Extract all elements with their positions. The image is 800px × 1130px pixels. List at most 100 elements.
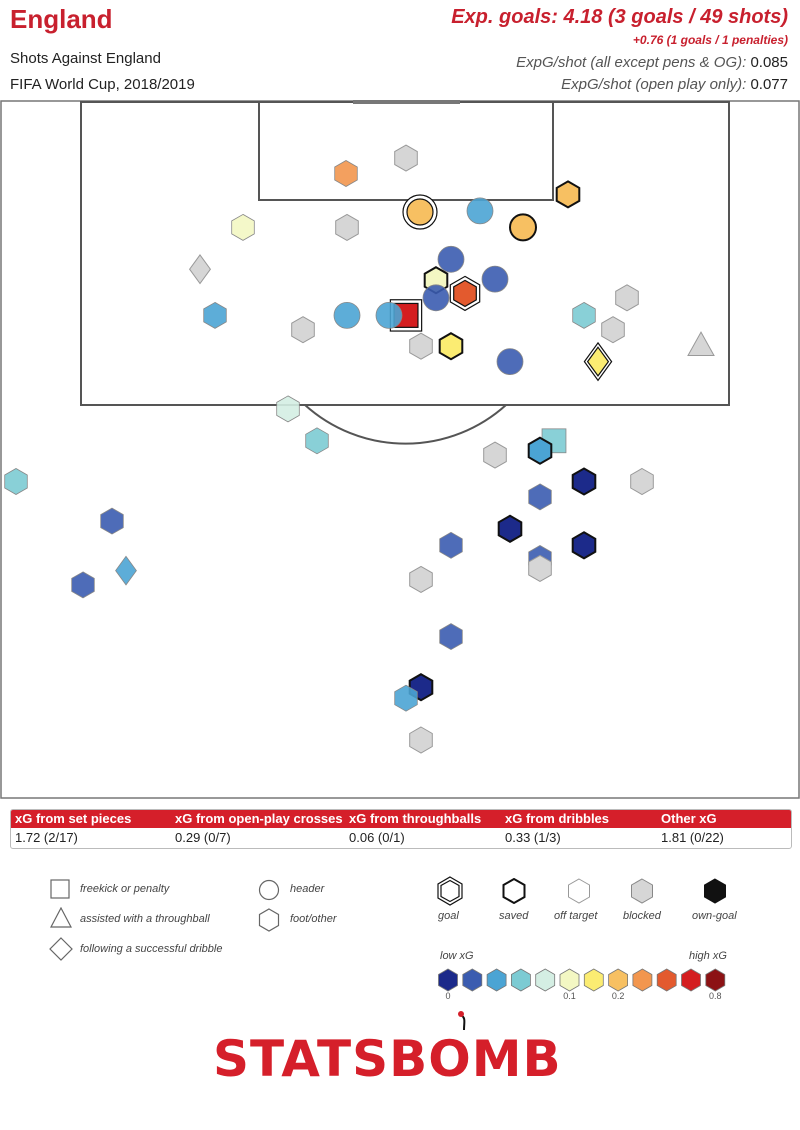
colorscale-swatch: [486, 968, 507, 992]
shot-marker: [630, 467, 654, 496]
legend-goal: goal: [438, 910, 459, 922]
header-set-pieces: xG from set pieces: [15, 811, 132, 826]
header-other: Other xG: [661, 811, 717, 826]
value-other: 1.81 (0/22): [661, 830, 724, 845]
high-xg-label: high xG: [689, 950, 727, 962]
shots-layer: [4, 144, 715, 754]
colorscale-swatch: [559, 968, 580, 992]
chart-subtitle: Shots Against England: [10, 50, 161, 67]
saved-hexagon-icon: [502, 878, 526, 904]
low-xg-label: low xG: [440, 950, 474, 962]
shot-marker: [115, 555, 137, 586]
brand-text: STATSBOMB: [213, 1030, 562, 1088]
goal-hexagon-icon: [437, 876, 463, 906]
shot-marker: [375, 301, 403, 329]
shot-marker: [509, 213, 537, 242]
shot-marker: [402, 194, 438, 230]
shot-marker: [449, 275, 481, 312]
shot-marker: [422, 284, 450, 312]
shot-marker: [438, 332, 464, 361]
shot-marker: [615, 284, 639, 312]
colorscale-swatch: [681, 968, 701, 992]
shot-marker: [71, 571, 95, 599]
shot-marker: [409, 332, 433, 360]
colorscale-tick: 0.2: [612, 991, 625, 1000]
shot-marker: [333, 301, 361, 329]
header-throughballs: xG from throughballs: [349, 811, 482, 826]
shot-marker: [437, 245, 465, 273]
colorscale-tick: 0.1: [563, 991, 576, 1000]
xg-penalties: +0.76 (1 goals / 1 penalties): [632, 33, 788, 47]
shot-marker: [4, 468, 28, 495]
xg-colorscale: 0 0.1 0.2 0.8: [438, 968, 726, 1000]
shot-marker: [527, 436, 553, 465]
xg-per-shot-all: ExpG/shot (all except pens & OG): 0.085: [516, 54, 788, 71]
hexagon-icon: [258, 908, 280, 932]
shot-marker: [305, 427, 329, 455]
shot-marker: [528, 554, 552, 582]
colorscale-swatch: [608, 968, 629, 992]
xg-per-shot-open-value: 0.077: [750, 76, 788, 93]
colorscale-swatch: [705, 968, 726, 992]
xg-per-shot-all-label: ExpG/shot (all except pens & OG):: [516, 54, 747, 71]
value-crosses: 0.29 (0/7): [175, 830, 231, 845]
shot-marker: [497, 514, 523, 543]
colorscale-swatch: [535, 968, 556, 992]
value-throughballs: 0.06 (0/1): [349, 830, 405, 845]
shot-marker: [483, 441, 507, 469]
xg-per-shot-all-value: 0.085: [750, 54, 788, 71]
shot-marker: [466, 197, 494, 225]
colorscale-swatch: [438, 968, 458, 992]
xg-table-row: 1.72 (2/17) 0.29 (0/7) 0.06 (0/1) 0.33 (…: [11, 828, 791, 848]
colorscale-swatch: [632, 968, 653, 992]
shot-marker: [571, 467, 597, 496]
shot-marker: [409, 726, 433, 754]
competition-label: FIFA World Cup, 2018/2019: [10, 76, 195, 93]
legend-dribble: following a successful dribble: [80, 943, 223, 955]
shot-marker: [203, 301, 227, 329]
shot-marker: [496, 348, 524, 376]
circle-icon: [258, 879, 280, 901]
header-crosses: xG from open-play crosses: [175, 811, 343, 826]
shot-map: [0, 100, 800, 799]
value-set-pieces: 1.72 (2/17): [15, 830, 78, 845]
value-dribbles: 0.33 (1/3): [505, 830, 561, 845]
xg-breakdown-table: xG from set pieces xG from open-play cro…: [10, 809, 792, 849]
shot-marker: [601, 316, 625, 344]
shot-marker: [555, 180, 581, 209]
xg-table-header: xG from set pieces xG from open-play cro…: [11, 810, 791, 828]
shot-marker: [188, 254, 212, 285]
legend-saved: saved: [499, 910, 529, 922]
triangle-icon: [50, 907, 72, 928]
legend-blocked: blocked: [623, 910, 661, 922]
penalty-arc: [304, 404, 507, 445]
shot-marker: [291, 316, 315, 344]
shot-marker: [528, 483, 552, 511]
legend-foot: foot/other: [290, 913, 337, 925]
shot-marker: [231, 213, 255, 241]
xg-total: Exp. goals: 4.18 (3 goals / 49 shots): [451, 6, 788, 28]
shot-marker: [409, 565, 433, 593]
colorscale-tick: 0.8: [709, 991, 722, 1000]
pitch-outline: [0, 100, 800, 799]
header-dribbles: xG from dribbles: [505, 811, 610, 826]
legend-throughball: assisted with a throughball: [80, 913, 210, 925]
shot-marker: [100, 507, 124, 535]
colorscale-swatch: [656, 968, 677, 992]
legend-own-goal: own-goal: [692, 910, 737, 922]
shot-marker: [335, 213, 359, 241]
square-icon: [50, 879, 70, 899]
shot-marker: [334, 160, 358, 187]
legend-header: header: [290, 883, 325, 895]
shot-marker: [583, 341, 613, 382]
shot-marker: [481, 265, 509, 293]
colorscale-swatch: [462, 968, 483, 992]
xg-per-shot-open: ExpG/shot (open play only): 0.077: [561, 76, 788, 93]
legend-off-target: off target: [554, 910, 598, 922]
shot-marker: [439, 623, 463, 651]
shot-marker: [394, 684, 418, 712]
xg-per-shot-open-label: ExpG/shot (open play only):: [561, 76, 747, 93]
colorscale-tick: 0: [445, 991, 450, 1000]
legend-freekick: freekick or penalty: [80, 883, 170, 895]
shot-marker: [276, 395, 300, 423]
